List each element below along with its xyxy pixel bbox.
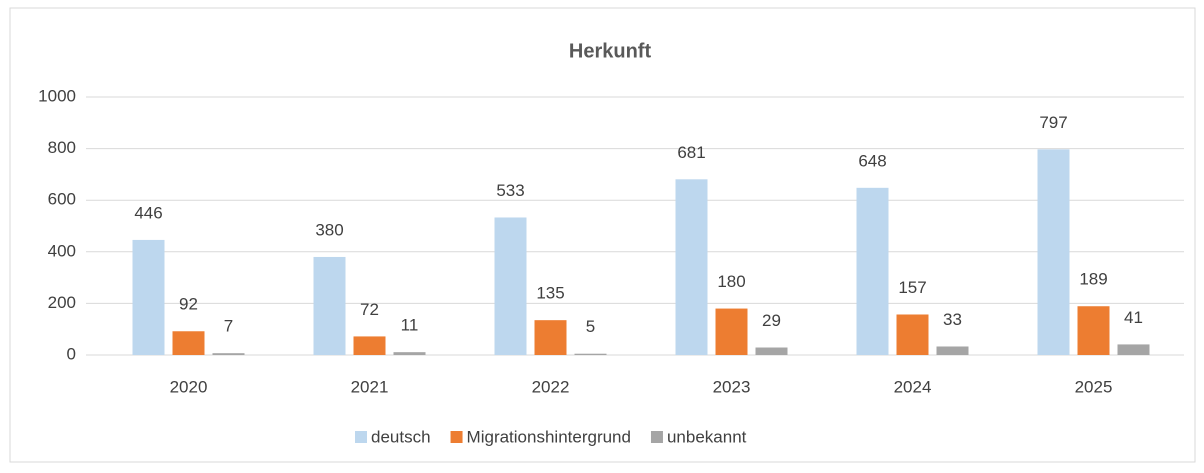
data-label: 11 xyxy=(401,316,419,335)
bar xyxy=(172,331,205,355)
bar xyxy=(494,217,527,355)
bar xyxy=(1117,344,1150,355)
data-label: 533 xyxy=(496,181,524,200)
y-tick-label: 800 xyxy=(48,138,76,157)
x-tick-label: 2023 xyxy=(713,377,751,396)
chart-frame xyxy=(9,7,1196,463)
legend-label: deutsch xyxy=(371,427,431,446)
y-tick-label: 0 xyxy=(67,344,76,363)
bar xyxy=(1037,149,1070,355)
y-tick-label: 400 xyxy=(48,241,76,260)
bar xyxy=(534,320,567,355)
bar xyxy=(715,308,748,355)
data-label: 648 xyxy=(858,151,886,170)
bar xyxy=(755,347,788,355)
legend-label: Migrationshintergrund xyxy=(467,427,631,446)
legend-swatch xyxy=(355,431,367,443)
legend-label: unbekannt xyxy=(667,427,747,446)
x-tick-label: 2022 xyxy=(532,377,570,396)
legend-swatch xyxy=(450,431,463,443)
data-label: 41 xyxy=(1124,308,1143,327)
y-tick-label: 1000 xyxy=(38,86,76,105)
data-label: 33 xyxy=(943,310,962,329)
data-label: 5 xyxy=(586,317,595,336)
data-label: 380 xyxy=(315,220,343,239)
x-tick-label: 2024 xyxy=(894,377,932,396)
data-label: 29 xyxy=(762,311,781,330)
data-label: 681 xyxy=(677,143,705,162)
y-tick-label: 600 xyxy=(48,190,76,209)
y-tick-label: 200 xyxy=(48,293,76,312)
data-label: 7 xyxy=(224,317,233,336)
bar xyxy=(896,314,929,355)
x-tick-label: 2020 xyxy=(170,377,208,396)
bar xyxy=(393,352,426,355)
data-label: 157 xyxy=(898,278,926,297)
data-label: 189 xyxy=(1079,270,1107,289)
x-tick-label: 2025 xyxy=(1075,377,1113,396)
data-label: 446 xyxy=(134,203,162,222)
data-label: 797 xyxy=(1039,113,1067,132)
data-label: 135 xyxy=(536,284,564,303)
data-label: 72 xyxy=(360,300,379,319)
data-label: 180 xyxy=(717,272,745,291)
bar xyxy=(212,353,245,355)
bar xyxy=(936,346,969,355)
bar xyxy=(132,239,165,355)
chart-title: Herkunft xyxy=(569,40,652,62)
legend-swatch xyxy=(650,431,663,443)
bar xyxy=(1077,306,1110,355)
x-tick-label: 2021 xyxy=(351,377,389,396)
bar xyxy=(856,187,889,355)
bar xyxy=(353,336,386,355)
bar xyxy=(675,179,708,355)
bar xyxy=(313,256,346,355)
data-label: 92 xyxy=(179,295,198,314)
bar xyxy=(574,353,607,355)
